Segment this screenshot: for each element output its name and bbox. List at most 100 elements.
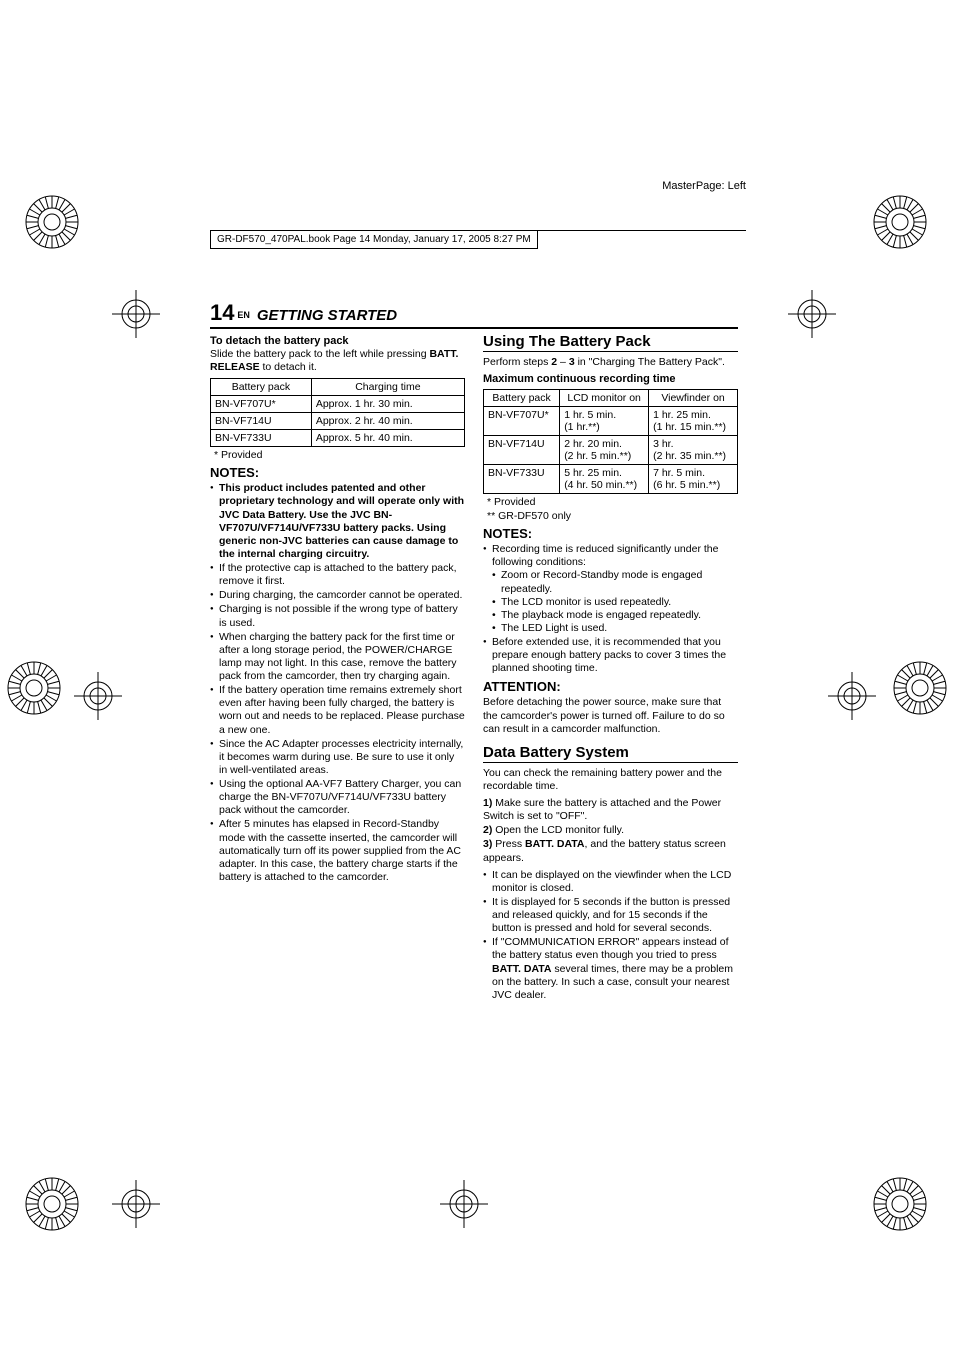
table-row: BN-VF707U*1 hr. 5 min. (1 hr.**)1 hr. 25… [484, 407, 738, 436]
page-header: 14 EN GETTING STARTED [210, 300, 738, 329]
registration-mark-icon [112, 1180, 160, 1228]
page-content: 14 EN GETTING STARTED To detach the batt… [210, 300, 738, 1006]
list-item: The LCD monitor is used repeatedly. [492, 596, 738, 609]
notes-list: Recording time is reduced significantly … [483, 543, 738, 675]
list-item: It can be displayed on the viewfinder wh… [483, 869, 738, 895]
table-cell: 3 hr. (2 hr. 35 min.**) [649, 436, 738, 465]
table2-caption: Maximum continuous recording time [483, 373, 738, 385]
text: 3) Press BATT. DATA, and the battery sta… [483, 838, 738, 864]
text: 3) [483, 838, 492, 850]
masterpage-label: MasterPage: Left [662, 180, 746, 192]
registration-mark-icon [440, 1180, 488, 1228]
notes-list: This product includes patented and other… [210, 482, 465, 884]
table-cell: BN-VF733U [211, 430, 312, 447]
charging-time-table: Battery pack Charging time BN-VF707U*App… [210, 378, 465, 447]
list-item: Zoom or Record-Standby mode is engaged r… [492, 569, 738, 595]
registration-mark-icon [112, 290, 160, 338]
table-cell: Approx. 2 hr. 40 min. [311, 413, 464, 430]
list-item: When charging the battery pack for the f… [210, 631, 465, 684]
list-item: The playback mode is engaged repeatedly. [492, 609, 738, 622]
text: 2) [483, 824, 492, 836]
bookline-box: GR-DF570_470PAL.book Page 14 Monday, Jan… [210, 230, 746, 258]
detach-text: Slide the battery pack to the left while… [210, 348, 465, 374]
text: – [557, 356, 569, 368]
table-cell: Approx. 5 hr. 40 min. [311, 430, 464, 447]
notes-heading: NOTES: [210, 465, 465, 480]
table-cell: 1 hr. 5 min. (1 hr.**) [560, 407, 649, 436]
list-item: Before extended use, it is recommended t… [483, 636, 738, 675]
list-item: The LED Light is used. [492, 622, 738, 635]
table-row: BN-VF714UApprox. 2 hr. 40 min. [211, 413, 465, 430]
table-cell: 5 hr. 25 min. (4 hr. 50 min.**) [560, 465, 649, 494]
list-item: Recording time is reduced significantly … [483, 543, 738, 635]
notes-heading: NOTES: [483, 526, 738, 541]
detach-heading: To detach the battery pack [210, 335, 465, 347]
attention-heading: ATTENTION: [483, 679, 738, 694]
list-item: If "COMMUNICATION ERROR" appears instead… [483, 936, 738, 1002]
text: You can check the remaining battery powe… [483, 767, 738, 793]
table-row: BN-VF733UApprox. 5 hr. 40 min. [211, 430, 465, 447]
page-number: 14 [210, 300, 234, 325]
table-row: BN-VF707U*Approx. 1 hr. 30 min. [211, 396, 465, 413]
text: 2) Open the LCD monitor fully. [483, 824, 738, 837]
text: Recording time is reduced significantly … [492, 543, 718, 568]
table-cell: BN-VF707U* [484, 407, 560, 436]
table-header: Battery pack [484, 390, 560, 407]
footnote: * Provided [214, 449, 465, 461]
table-cell: Approx. 1 hr. 30 min. [311, 396, 464, 413]
text: to detach it. [260, 361, 317, 373]
table-header: Battery pack [211, 379, 312, 396]
text: Perform steps [483, 356, 551, 368]
using-heading: Using The Battery Pack [483, 333, 738, 352]
list-item: If the battery operation time remains ex… [210, 684, 465, 737]
text: Press [492, 838, 525, 850]
drill-mark-icon [24, 1176, 80, 1232]
drill-mark-icon [892, 660, 948, 716]
lang-code: EN [237, 310, 250, 320]
notes-list: It can be displayed on the viewfinder wh… [483, 869, 738, 1002]
table-cell: 2 hr. 20 min. (2 hr. 5 min.**) [560, 436, 649, 465]
drill-mark-icon [6, 660, 62, 716]
drill-mark-icon [872, 194, 928, 250]
list-item: Using the optional AA-VF7 Battery Charge… [210, 778, 465, 817]
registration-mark-icon [828, 672, 876, 720]
left-column: To detach the battery pack Slide the bat… [210, 333, 465, 1006]
text: Open the LCD monitor fully. [492, 824, 624, 836]
data-battery-heading: Data Battery System [483, 744, 738, 763]
right-column: Using The Battery Pack Perform steps 2 –… [483, 333, 738, 1006]
list-item: This product includes patented and other… [210, 482, 465, 561]
drill-mark-icon [24, 194, 80, 250]
using-text: Perform steps 2 – 3 in "Charging The Bat… [483, 356, 738, 369]
list-item: If the protective cap is attached to the… [210, 562, 465, 588]
text: Slide the battery pack to the left while… [210, 348, 429, 360]
table-row: BN-VF714U2 hr. 20 min. (2 hr. 5 min.**)3… [484, 436, 738, 465]
recording-time-table: Battery pack LCD monitor on Viewfinder o… [483, 389, 738, 494]
table-row: BN-VF733U5 hr. 25 min. (4 hr. 50 min.**)… [484, 465, 738, 494]
table-header: LCD monitor on [560, 390, 649, 407]
text: Make sure the battery is attached and th… [483, 797, 721, 822]
text: 1) Make sure the battery is attached and… [483, 797, 738, 823]
footnote: ** GR-DF570 only [487, 510, 738, 522]
table-cell: BN-VF707U* [211, 396, 312, 413]
registration-mark-icon [788, 290, 836, 338]
list-item: Charging is not possible if the wrong ty… [210, 603, 465, 629]
table-cell: BN-VF714U [211, 413, 312, 430]
footnote: * Provided [487, 496, 738, 508]
list-item: During charging, the camcorder cannot be… [210, 589, 465, 602]
sub-list: Zoom or Record-Standby mode is engaged r… [492, 569, 738, 635]
list-item: Since the AC Adapter processes electrici… [210, 738, 465, 777]
text: 1) [483, 797, 492, 809]
table-header: Viewfinder on [649, 390, 738, 407]
table-header: Charging time [311, 379, 464, 396]
text: BATT. DATA [525, 838, 585, 850]
registration-mark-icon [74, 672, 122, 720]
attention-text: Before detaching the power source, make … [483, 696, 738, 735]
bookline-text: GR-DF570_470PAL.book Page 14 Monday, Jan… [210, 231, 538, 249]
table-cell: BN-VF714U [484, 436, 560, 465]
drill-mark-icon [872, 1176, 928, 1232]
table-cell: BN-VF733U [484, 465, 560, 494]
list-item: It is displayed for 5 seconds if the but… [483, 896, 738, 935]
list-item: After 5 minutes has elapsed in Record-St… [210, 818, 465, 884]
section-title: GETTING STARTED [257, 307, 397, 324]
table-cell: 1 hr. 25 min. (1 hr. 15 min.**) [649, 407, 738, 436]
